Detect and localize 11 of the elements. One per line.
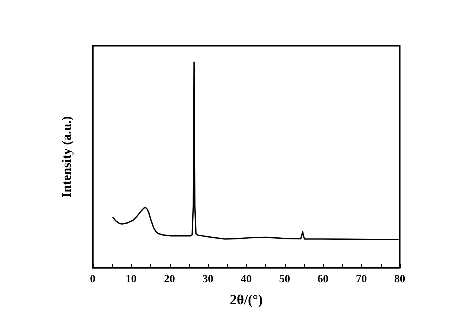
x-axis-title: 2θ/(°) <box>230 294 264 308</box>
x-tick-label: 70 <box>356 274 368 286</box>
x-tick-label: 10 <box>126 274 138 286</box>
x-tick-label: 50 <box>279 274 291 286</box>
x-tick-label: 30 <box>202 274 214 286</box>
y-axis-title: Intensity (a.u.) <box>59 116 74 198</box>
x-tick-label: 0 <box>90 274 96 286</box>
x-tick-label: 60 <box>318 274 330 286</box>
x-tick-label: 40 <box>241 274 252 286</box>
x-tick-label: 20 <box>164 274 176 286</box>
x-tick-label: 80 <box>394 274 406 286</box>
